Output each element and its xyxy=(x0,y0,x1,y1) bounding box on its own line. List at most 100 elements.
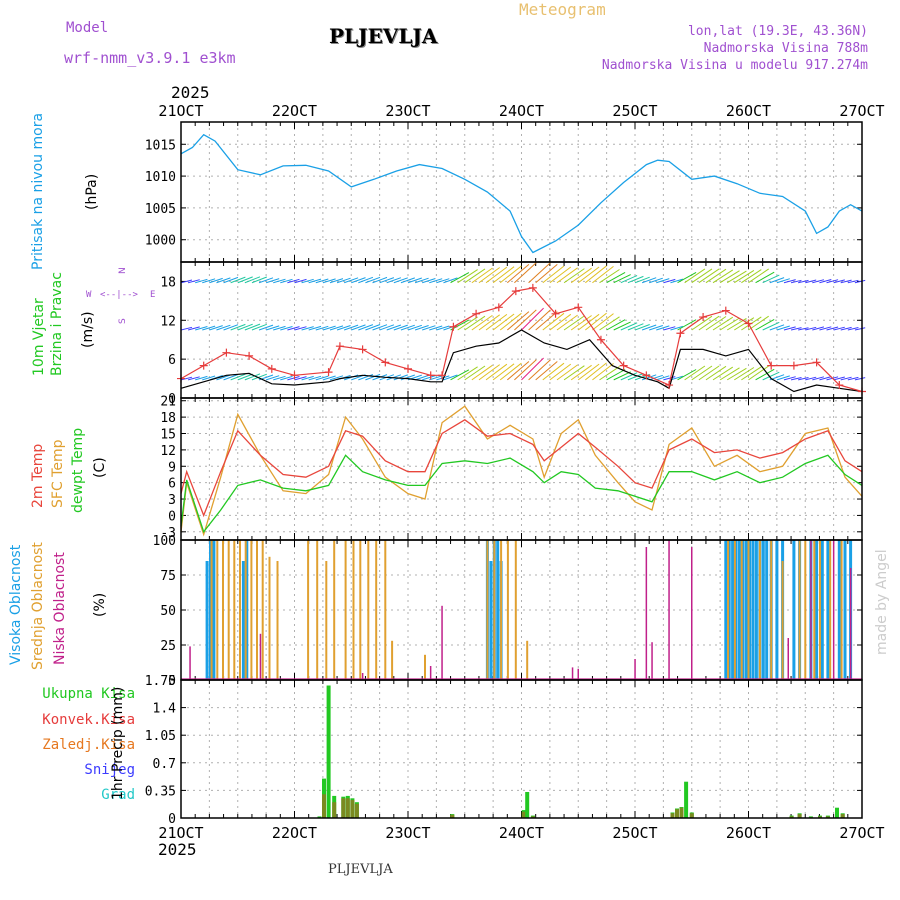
wind-arrow xyxy=(386,324,402,331)
x-tick-label-top: 24OCT xyxy=(499,102,544,120)
wind-arrow xyxy=(471,364,493,381)
lonlat-text: lon,lat (19.3E, 43.36N) xyxy=(687,24,868,39)
y-tick-label: 1005 xyxy=(145,202,176,217)
cloud-mid-bar xyxy=(740,540,743,680)
wind-arrow xyxy=(422,325,436,331)
wind-arrow xyxy=(776,325,790,331)
wind-arrow xyxy=(485,313,508,331)
cloud-low-bar xyxy=(634,659,636,680)
wind-arrow xyxy=(585,312,607,331)
wind-arrow xyxy=(741,366,762,381)
wind-arrow xyxy=(485,266,508,284)
x-tick-label-bottom: 26OCT xyxy=(726,824,771,842)
y-tick-label: 100 xyxy=(153,534,176,549)
compass-east: E xyxy=(150,290,156,300)
wind-arrow xyxy=(478,267,500,284)
cloud-low-bar xyxy=(810,540,812,680)
cloud-mid-bar xyxy=(391,640,394,680)
wind-arrow xyxy=(322,278,336,284)
wind-arrow xyxy=(712,316,734,331)
wind-arrow xyxy=(400,324,415,331)
gust-marker xyxy=(721,306,730,315)
cloud-mid-bar xyxy=(798,540,801,680)
wind-arrow xyxy=(251,323,267,331)
precip-convective-bar xyxy=(689,813,694,818)
wind-arrow xyxy=(592,363,614,381)
wind-arrow xyxy=(833,279,845,284)
cloud-high-bar xyxy=(761,540,765,680)
cloud-mid-bar xyxy=(747,540,750,680)
wind-arrow xyxy=(755,368,775,381)
precip-panel: 0 0.35 0.7 1.05 1.4 1.75 xyxy=(145,674,863,827)
cloud-mid-bar xyxy=(239,540,241,680)
wind-arrow xyxy=(400,277,415,284)
wind-arrow xyxy=(365,373,381,381)
precip-total-bar xyxy=(525,792,530,818)
wind-arrow xyxy=(258,277,274,284)
wind-arrow xyxy=(663,278,676,284)
wind-arrow xyxy=(705,268,727,284)
gust-marker xyxy=(528,283,537,292)
y-tick-label: 12 xyxy=(160,314,176,329)
y-tick-label: 0 xyxy=(168,674,176,689)
pressure-line xyxy=(180,133,863,254)
x-tick-label-bottom: 25OCT xyxy=(612,824,657,842)
wind-arrow xyxy=(499,362,522,381)
wind-arrow xyxy=(506,264,530,284)
wind-arrow xyxy=(599,366,620,381)
gust-marker xyxy=(267,364,276,373)
wind-arrow xyxy=(847,327,859,331)
gust-marker xyxy=(472,309,481,318)
wind-arrow xyxy=(436,278,450,284)
cloud-low-bar xyxy=(651,642,653,680)
gust-marker xyxy=(574,303,583,312)
wind-arrow xyxy=(556,267,578,284)
wind-arrow xyxy=(308,375,322,381)
wind-arrow xyxy=(499,312,522,331)
cloud-mid-bar xyxy=(352,540,355,680)
y-tick-label: 0 xyxy=(168,812,176,827)
wind-arrow xyxy=(237,323,253,331)
y-tick-label: 6 xyxy=(168,477,176,492)
precip-frame xyxy=(180,679,863,819)
wind-arrow xyxy=(556,364,578,381)
gust-marker xyxy=(596,335,605,344)
wind-arrow xyxy=(265,278,280,284)
wind-arrow xyxy=(429,278,443,284)
wind-arrow xyxy=(429,325,443,331)
wind-arrow xyxy=(677,319,697,331)
cloud-mid-bar xyxy=(276,561,279,680)
wind-arrow xyxy=(450,272,470,284)
wind-arrow xyxy=(343,324,359,331)
wind-arrow xyxy=(492,266,515,284)
cloud-high-bar xyxy=(751,540,755,680)
wind-arrow xyxy=(358,276,374,284)
wind-arrow xyxy=(280,326,293,331)
wind-arrow xyxy=(840,376,852,381)
wind-arrow xyxy=(563,365,585,381)
wind-arrow xyxy=(847,279,859,284)
cloud-high-bar xyxy=(737,540,741,680)
cloud-high-bar xyxy=(792,540,796,680)
wind-arrow xyxy=(649,325,663,331)
wind-arrow xyxy=(840,326,852,331)
wind-arrow xyxy=(819,279,832,284)
y-tick-label: 12 xyxy=(160,444,176,459)
cloud-high-bar xyxy=(820,540,824,680)
wind-arrow xyxy=(776,375,790,381)
cloud-mid-bar xyxy=(210,540,213,680)
cloud-mid-bar xyxy=(500,540,503,680)
x-tick-label-top: 22OCT xyxy=(272,102,317,120)
gust-marker xyxy=(551,309,560,318)
cloud-low-bar xyxy=(259,633,262,680)
wind-arrow xyxy=(620,275,638,284)
wind-arrow xyxy=(308,278,322,284)
wind-arrow xyxy=(393,277,408,284)
y-tick-label: 0 xyxy=(168,392,176,407)
wind-arrow xyxy=(209,325,223,331)
cloud-mid-bar xyxy=(227,540,230,680)
cloud-high-bar xyxy=(843,540,847,680)
wind-arrow xyxy=(443,374,458,381)
precip-total-bar xyxy=(835,807,839,818)
